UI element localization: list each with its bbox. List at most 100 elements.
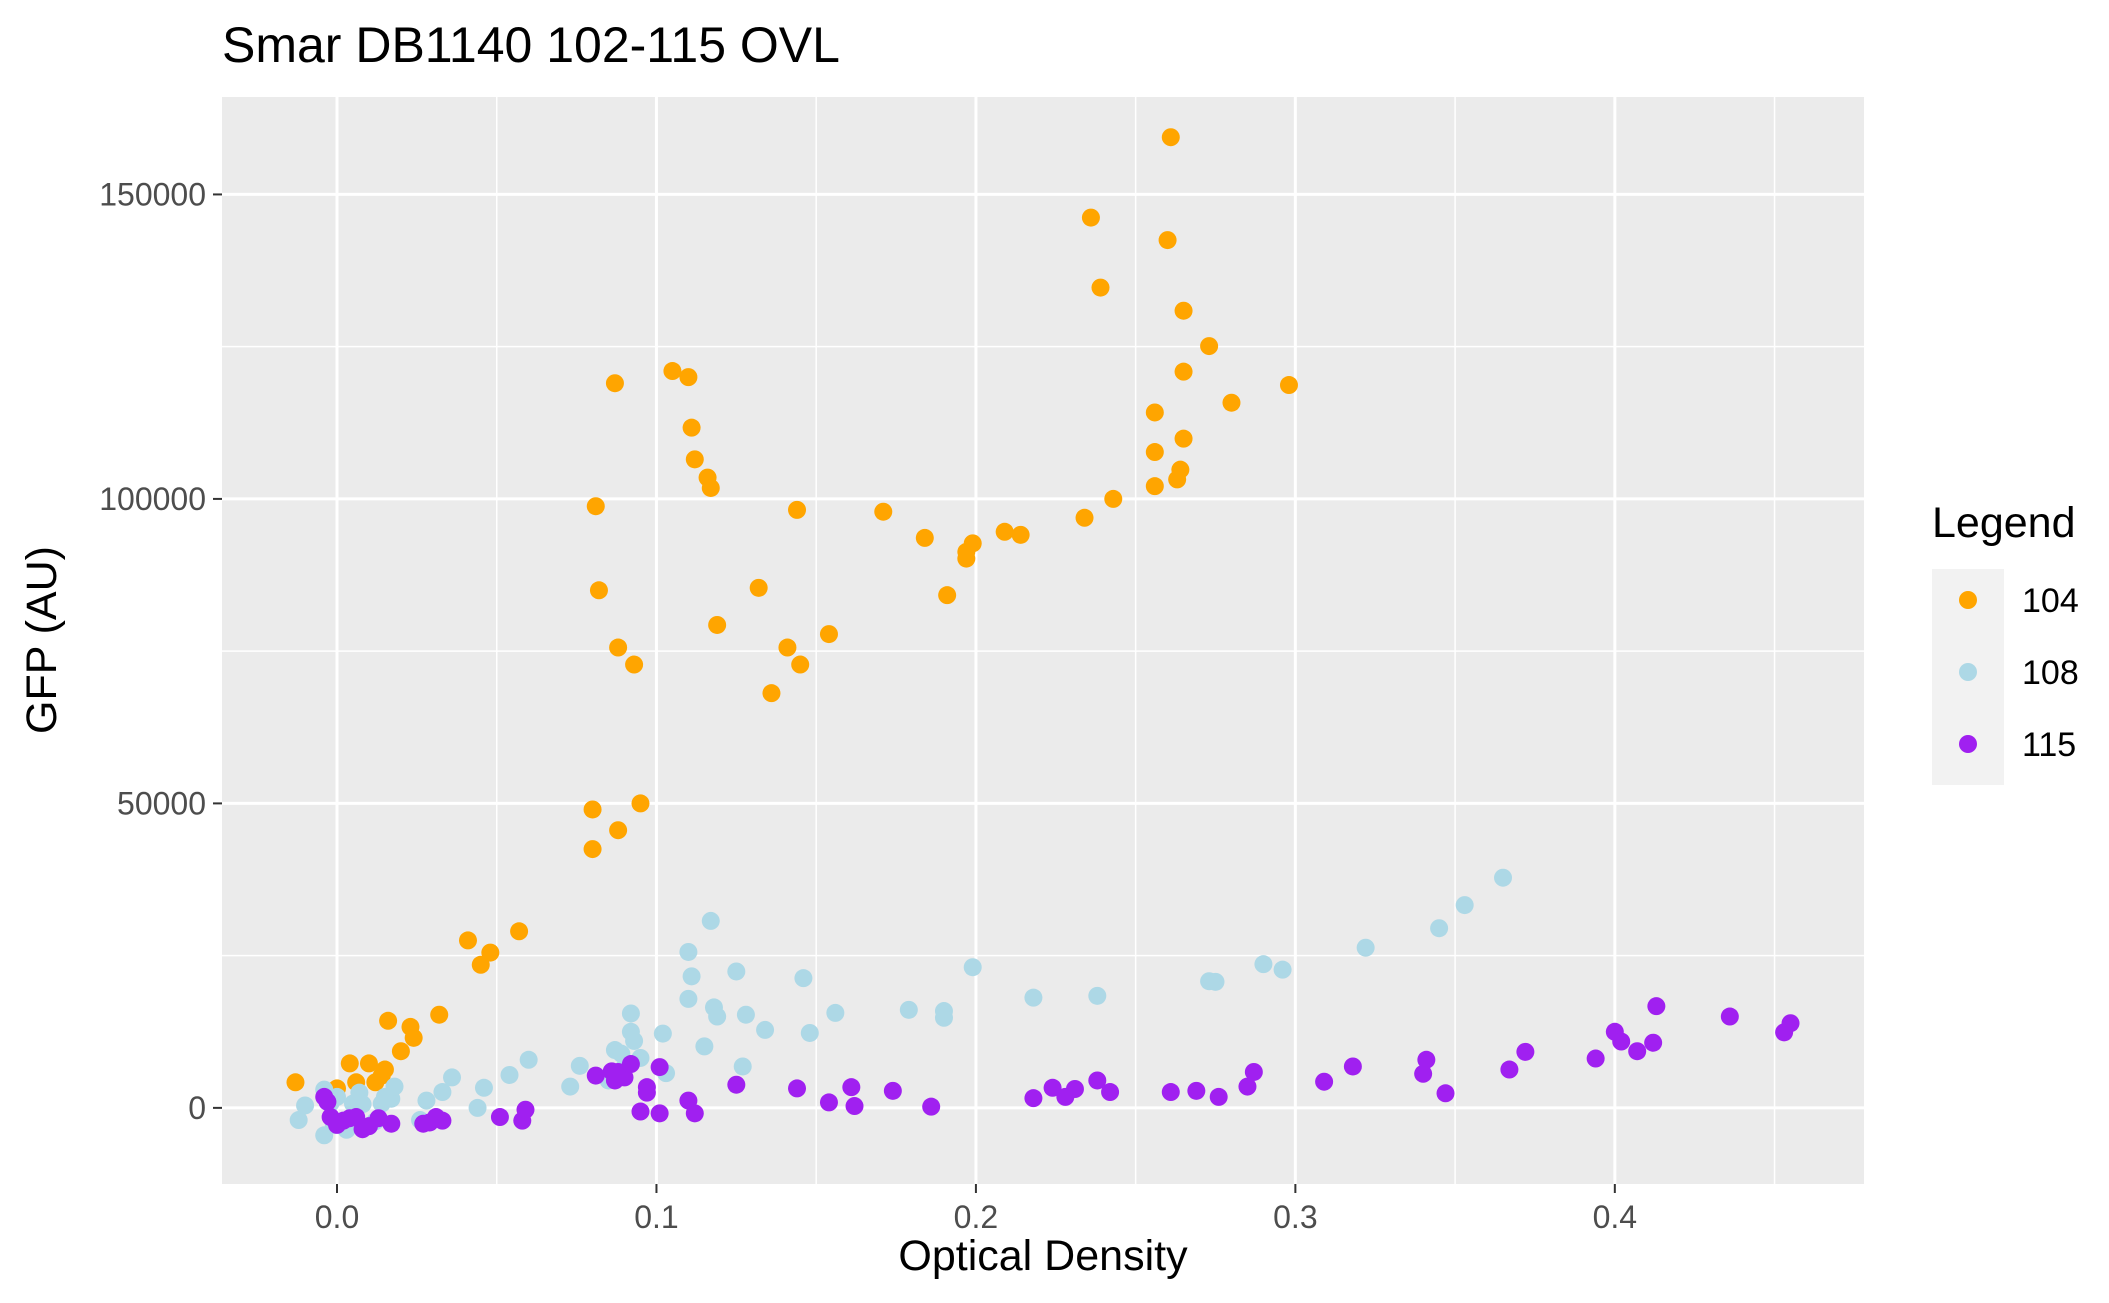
data-point (1273, 960, 1292, 979)
y-axis-ticks: 0 50000 100000 150000 (99, 176, 222, 1126)
data-point (874, 502, 893, 521)
data-point (443, 1068, 462, 1087)
data-point (1417, 1050, 1436, 1069)
data-point (375, 1060, 394, 1079)
data-point (708, 615, 727, 634)
data-point (788, 1079, 807, 1098)
data-point (1088, 986, 1107, 1005)
data-point (1209, 1087, 1228, 1106)
data-point (736, 1005, 755, 1024)
data-point (826, 1003, 845, 1022)
data-point (899, 1000, 918, 1019)
data-point (679, 942, 698, 961)
data-point (727, 962, 746, 981)
data-point (433, 1111, 452, 1130)
data-point (318, 1092, 337, 1111)
data-point (685, 1104, 704, 1123)
data-point (1024, 1089, 1043, 1108)
chart-title: Smar DB1140 102-115 OVL (222, 17, 840, 73)
data-point (430, 1005, 449, 1024)
data-point (1043, 1078, 1062, 1097)
data-point (1104, 489, 1123, 508)
data-point (1024, 988, 1043, 1007)
data-point (391, 1042, 410, 1061)
data-point (1161, 128, 1180, 147)
data-point (625, 655, 644, 674)
data-point (615, 1068, 634, 1087)
data-point (682, 418, 701, 437)
data-point (1644, 1033, 1663, 1052)
data-point (340, 1054, 359, 1073)
data-point (609, 638, 628, 657)
data-point (701, 911, 720, 930)
data-point (1174, 301, 1193, 320)
data-point (609, 821, 628, 840)
data-point (1279, 376, 1298, 395)
plot-panel (222, 97, 1864, 1184)
data-point (286, 1073, 305, 1092)
data-point (1158, 231, 1177, 250)
data-point (519, 1050, 538, 1069)
series-115 (315, 997, 1800, 1139)
data-point (682, 967, 701, 986)
data-point (695, 1037, 714, 1056)
data-point (701, 478, 720, 497)
x-tick-label: 0.0 (315, 1199, 359, 1235)
y-tick-label: 0 (188, 1090, 206, 1126)
data-point (1161, 1083, 1180, 1102)
y-axis-title: GFP (AU) (18, 546, 66, 734)
major-gridlines (222, 97, 1864, 1184)
data-point (800, 1023, 819, 1042)
data-point (1516, 1042, 1535, 1061)
data-point (1174, 429, 1193, 448)
data-point (1647, 997, 1666, 1016)
data-point (474, 1078, 493, 1097)
data-point (1315, 1072, 1334, 1091)
data-point (663, 362, 682, 381)
data-point (605, 374, 624, 393)
data-point (1145, 443, 1164, 462)
legend-items: 104 108 115 (1959, 582, 2079, 764)
data-point (1187, 1081, 1206, 1100)
x-tick-label: 0.1 (634, 1199, 678, 1235)
legend-key-115 (1959, 735, 1977, 753)
data-point (289, 1111, 308, 1130)
data-point (382, 1114, 401, 1133)
data-point (708, 1007, 727, 1026)
legend-label-108: 108 (2022, 654, 2079, 692)
y-tick-label: 50000 (117, 785, 206, 821)
data-point (819, 1093, 838, 1112)
data-point (915, 528, 934, 547)
data-point (1436, 1084, 1455, 1103)
data-point (650, 1104, 669, 1123)
data-point (1075, 508, 1094, 527)
data-point (1145, 403, 1164, 422)
data-point (1430, 919, 1449, 938)
data-point (1500, 1060, 1519, 1079)
x-axis-ticks: 0.0 0.1 0.2 0.3 0.4 (315, 1184, 1637, 1235)
data-point (1238, 1077, 1257, 1096)
data-point (1145, 477, 1164, 496)
data-point (794, 969, 813, 988)
data-point (1343, 1057, 1362, 1076)
data-point (583, 840, 602, 859)
legend-label-115: 115 (2022, 726, 2076, 764)
data-point (922, 1097, 941, 1116)
data-point (938, 586, 957, 605)
data-point (819, 625, 838, 644)
data-point (589, 581, 608, 600)
data-point (625, 1031, 644, 1050)
data-point (359, 1054, 378, 1073)
data-point (650, 1058, 669, 1077)
data-point (934, 1008, 953, 1027)
data-point (845, 1097, 864, 1116)
legend-title: Legend (1932, 499, 2076, 547)
data-point (1081, 208, 1100, 227)
data-points (286, 128, 1800, 1145)
x-axis-title: Optical Density (898, 1232, 1188, 1280)
data-point (842, 1078, 861, 1097)
data-point (1414, 1064, 1433, 1083)
data-point (1171, 460, 1190, 479)
data-point (679, 368, 698, 387)
